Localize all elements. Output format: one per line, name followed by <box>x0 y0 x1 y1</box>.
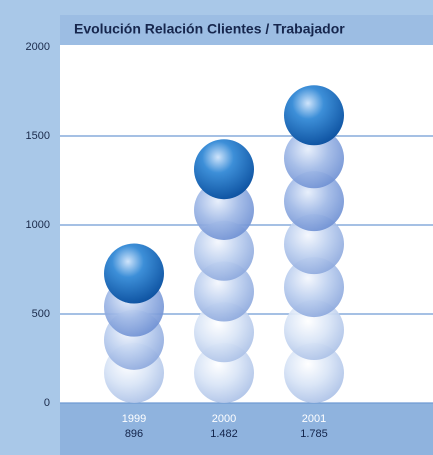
sphere <box>284 300 344 361</box>
label-band <box>60 403 433 455</box>
sphere <box>284 171 344 232</box>
x-tick-label: 2000 <box>212 413 236 425</box>
sphere <box>284 214 344 275</box>
bar <box>104 243 164 403</box>
value-label: 1.482 <box>210 428 238 440</box>
sphere <box>284 343 344 403</box>
sphere <box>104 243 164 304</box>
y-tick-label: 500 <box>32 308 50 320</box>
value-label: 1.785 <box>300 428 328 440</box>
x-tick-label: 2001 <box>302 413 326 425</box>
title-band <box>60 15 433 45</box>
sphere <box>284 128 344 189</box>
bar <box>194 139 254 403</box>
chart-title: Evolución Relación Clientes / Trabajador <box>74 21 345 37</box>
y-tick-label: 1000 <box>26 219 50 231</box>
sphere <box>284 257 344 318</box>
value-label: 896 <box>125 428 143 440</box>
bar <box>284 85 344 403</box>
y-tick-label: 2000 <box>26 41 50 53</box>
sphere <box>194 139 254 200</box>
x-tick-label: 1999 <box>122 413 146 425</box>
y-tick-label: 1500 <box>26 130 50 142</box>
y-tick-label: 0 <box>44 397 50 409</box>
sphere <box>284 85 344 146</box>
